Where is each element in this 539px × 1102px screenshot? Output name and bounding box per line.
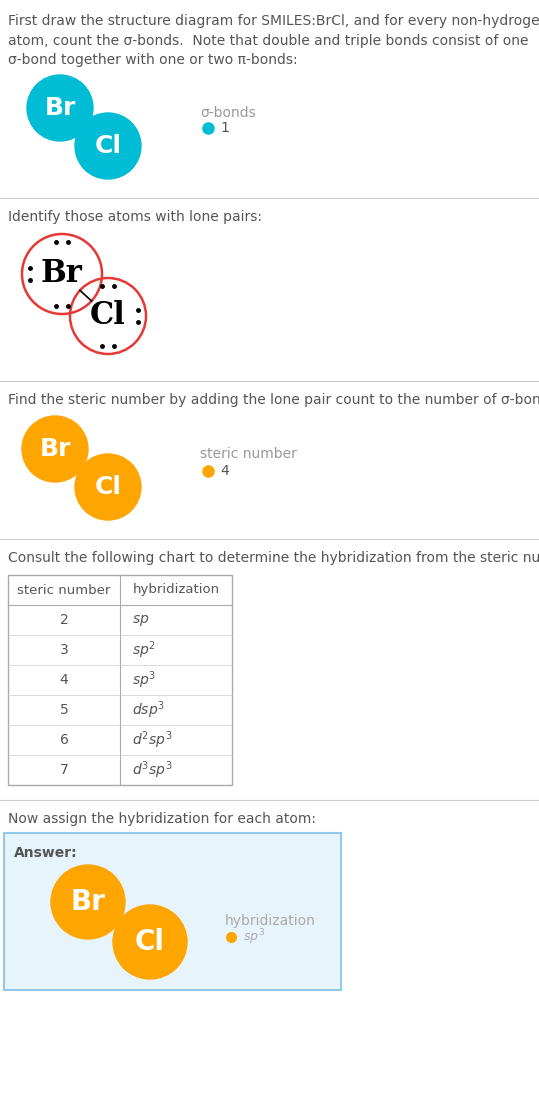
- Text: $sp^{2}$: $sp^{2}$: [132, 639, 156, 661]
- Text: First draw the structure diagram for SMILES:BrCl, and for every non-hydrogen
ato: First draw the structure diagram for SMI…: [8, 14, 539, 67]
- Text: 5: 5: [60, 703, 68, 717]
- Text: $dsp^{3}$: $dsp^{3}$: [132, 699, 165, 721]
- Text: $d^{3}sp^{3}$: $d^{3}sp^{3}$: [132, 759, 172, 781]
- Text: $d^{2}sp^{3}$: $d^{2}sp^{3}$: [132, 730, 172, 750]
- Text: Cl: Cl: [94, 134, 121, 158]
- Bar: [8, 575, 232, 785]
- Text: Answer:: Answer:: [14, 846, 78, 860]
- Text: Now assign the hybridization for each atom:: Now assign the hybridization for each at…: [8, 812, 316, 826]
- Text: Br: Br: [44, 96, 75, 120]
- Text: Cl: Cl: [94, 475, 121, 499]
- Text: $sp^{3}$: $sp^{3}$: [243, 927, 265, 947]
- Text: Br: Br: [71, 888, 106, 916]
- Circle shape: [75, 114, 141, 179]
- Text: Cl: Cl: [135, 928, 165, 957]
- Text: 4: 4: [220, 464, 229, 478]
- Text: hybridization: hybridization: [133, 583, 219, 596]
- Text: 6: 6: [60, 733, 68, 747]
- Circle shape: [51, 865, 125, 939]
- Text: $sp$: $sp$: [132, 613, 149, 627]
- Text: σ-bonds: σ-bonds: [200, 106, 255, 120]
- Text: 7: 7: [60, 763, 68, 777]
- Text: Find the steric number by adding the lone pair count to the number of σ-bonds:: Find the steric number by adding the lon…: [8, 393, 539, 407]
- Text: 2: 2: [60, 613, 68, 627]
- Text: steric number: steric number: [17, 583, 110, 596]
- Text: steric number: steric number: [200, 447, 297, 461]
- Text: $sp^{3}$: $sp^{3}$: [132, 669, 156, 691]
- Text: Consult the following chart to determine the hybridization from the steric numbe: Consult the following chart to determine…: [8, 551, 539, 565]
- Circle shape: [22, 415, 88, 482]
- Circle shape: [75, 454, 141, 520]
- Circle shape: [113, 905, 187, 979]
- FancyBboxPatch shape: [4, 833, 341, 990]
- Text: 1: 1: [220, 121, 229, 136]
- Circle shape: [27, 75, 93, 141]
- Text: Cl: Cl: [90, 301, 126, 332]
- Text: 4: 4: [60, 673, 68, 687]
- Text: Identify those atoms with lone pairs:: Identify those atoms with lone pairs:: [8, 210, 262, 224]
- Text: Br: Br: [39, 437, 71, 461]
- Text: Br: Br: [41, 259, 83, 290]
- Text: 3: 3: [60, 642, 68, 657]
- Text: hybridization: hybridization: [225, 914, 316, 928]
